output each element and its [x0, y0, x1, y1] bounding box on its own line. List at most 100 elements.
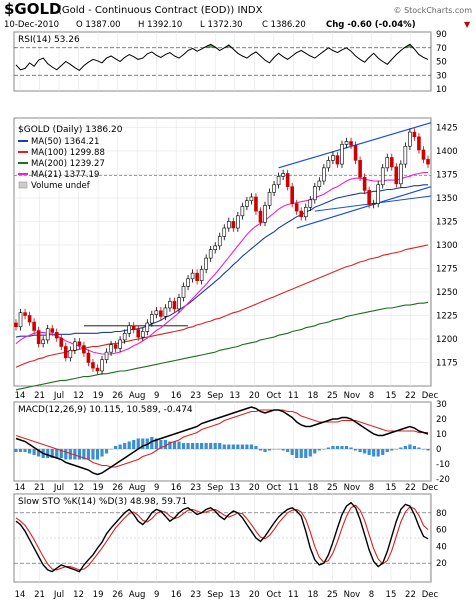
candle-body	[236, 215, 240, 229]
candle-body	[213, 245, 218, 250]
change-down-icon: ▼	[464, 20, 471, 29]
macd-histogram-bar	[272, 449, 276, 450]
x-tick-label: 20	[249, 483, 260, 493]
legend-ma200: MA(200) 1239.27	[31, 159, 105, 169]
macd-tick-label: 0	[436, 445, 441, 455]
macd-histogram-bar	[154, 438, 158, 449]
macd-histogram-bar	[204, 443, 208, 449]
x-tick-label: 26	[112, 590, 123, 600]
candle-body	[335, 155, 340, 165]
candle-body	[394, 166, 399, 185]
macd-histogram-bar	[159, 440, 163, 449]
candle-body	[340, 144, 344, 165]
candle-body	[290, 186, 294, 204]
macd-histogram-bar	[136, 438, 140, 449]
candle-body	[426, 159, 430, 165]
sto-tick-label: 40	[436, 542, 447, 552]
x-tick-label: 22	[405, 590, 416, 600]
x-tick-label: 25	[327, 590, 338, 600]
x-tick-label: 25	[327, 483, 338, 493]
macd-histogram-bar	[18, 449, 23, 452]
x-tick-label: 14	[15, 590, 26, 600]
x-tick-label: 14	[15, 391, 26, 401]
macd-histogram-bar	[77, 449, 81, 460]
candle-body	[344, 141, 349, 145]
macd-histogram-bar	[91, 449, 95, 460]
x-tick-label: 15	[386, 483, 397, 493]
macd-histogram-bar	[168, 441, 172, 449]
x-tick-label: 21	[34, 590, 45, 600]
candle-body	[331, 155, 335, 161]
macd-tick-label: 10	[436, 430, 447, 440]
macd-histogram-bar	[163, 440, 168, 449]
macd-histogram-bar	[27, 449, 32, 454]
header-open: O 1387.00	[76, 20, 121, 30]
candle-body	[154, 310, 159, 315]
sto-tick-label: 60	[436, 526, 447, 536]
legend-volume-swatch	[18, 181, 28, 189]
candle-body	[385, 157, 390, 169]
x-tick-label: 15	[386, 590, 397, 600]
macd-histogram-bar	[82, 449, 86, 460]
x-tick-label: 13	[229, 483, 240, 493]
price-title: $GOLD (Daily) 1386.20	[18, 125, 123, 135]
x-tick-label: Dec	[422, 590, 439, 600]
rsi-layer	[14, 43, 431, 76]
x-tick-label: 8	[369, 391, 374, 401]
macd-histogram-bar	[240, 444, 244, 449]
macd-histogram-bar	[258, 449, 263, 451]
candle-body	[294, 203, 299, 212]
x-tick-label: 18	[307, 391, 318, 401]
candle-body	[77, 341, 82, 346]
macd-histogram-bar	[50, 449, 54, 458]
candle-body	[317, 180, 322, 187]
candle-body	[267, 191, 272, 206]
macd-histogram-bar	[308, 449, 312, 457]
x-tick-label: 20	[249, 590, 260, 600]
macd-histogram-bar	[186, 443, 190, 449]
macd-histogram-bar	[109, 449, 113, 450]
macd-histogram-bar	[64, 449, 68, 460]
candle-body	[50, 328, 55, 333]
price-tick-label: 1225	[436, 311, 458, 321]
macd-histogram-bar	[399, 447, 403, 449]
candle-body	[177, 297, 181, 310]
macd-histogram-bar	[385, 449, 389, 452]
candle-body	[32, 321, 36, 331]
macd-histogram-bar	[95, 449, 100, 460]
macd-histogram-bar	[353, 449, 358, 451]
x-tick-label: 8	[369, 483, 374, 493]
macd-histogram-bar	[390, 449, 394, 451]
macd-histogram-bar	[46, 449, 50, 458]
macd-histogram-bar	[236, 444, 240, 449]
candle-body	[276, 176, 281, 186]
macd-line	[15, 406, 429, 476]
price-tick-label: 1325	[436, 217, 458, 227]
candle-body	[168, 301, 172, 309]
candle-body	[54, 332, 59, 339]
macd-histogram-bar	[141, 438, 145, 449]
candle-body	[217, 236, 222, 247]
candle-body	[285, 173, 290, 187]
candle-body	[417, 136, 421, 151]
macd-histogram-bar	[372, 449, 376, 457]
x-tick-label: 25	[327, 391, 338, 401]
macd-histogram-bar	[195, 443, 199, 449]
sto-tick-label: 20	[436, 559, 447, 569]
candle-body	[421, 149, 426, 160]
x-tick-label: 21	[34, 483, 45, 493]
macd-histogram-bar	[249, 444, 254, 449]
header-date: 10-Dec-2010	[4, 20, 59, 30]
x-tick-label: 18	[307, 483, 318, 493]
sto-tick-label: 80	[436, 509, 447, 519]
candle-body	[403, 145, 408, 165]
price-tick-label: 1425	[436, 123, 458, 133]
candle-body	[258, 210, 263, 223]
x-tick-label: Jul	[53, 391, 64, 401]
macd-histogram-bar	[286, 449, 290, 452]
macd-histogram-bar	[326, 447, 330, 449]
candle-body	[408, 131, 412, 147]
macd-histogram-bar	[254, 446, 258, 449]
